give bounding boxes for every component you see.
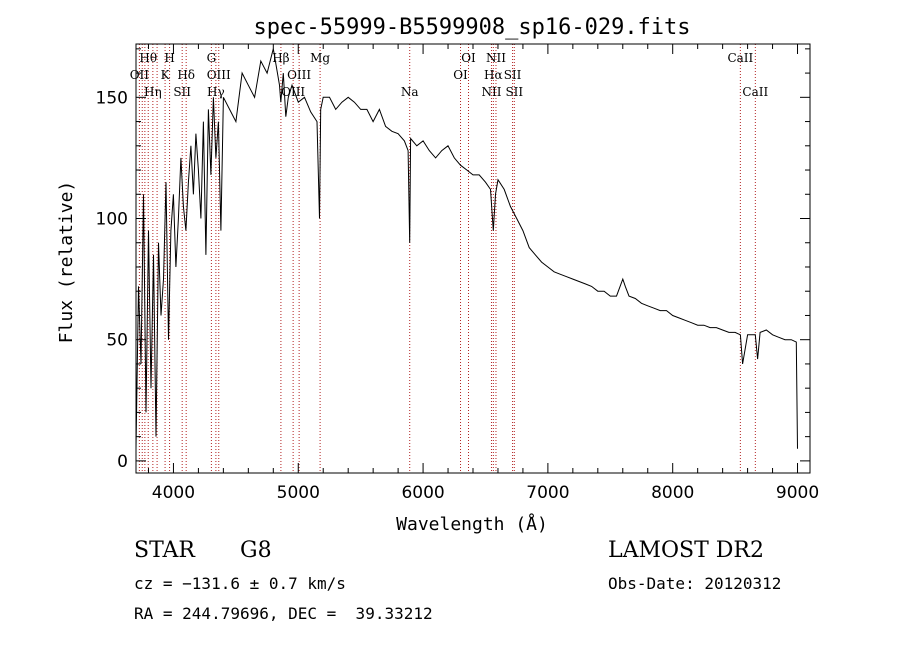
- line-label-11: Hγ: [207, 85, 225, 99]
- y-tick-label-50: 50: [106, 331, 128, 351]
- line-label-15: OIII: [287, 68, 311, 82]
- line-label-23: SII: [504, 68, 522, 82]
- y-tick-label-100: 100: [96, 210, 128, 230]
- line-label-10: G: [207, 51, 217, 65]
- line-label-13: Hβ: [272, 51, 289, 65]
- x-tick-label-4000: 4000: [152, 483, 195, 503]
- spectrum-line: [135, 48, 798, 449]
- line-label-16: Mg: [310, 51, 330, 65]
- axis-ticks: 4000 5000 6000 7000 8000 9000 0 50 100 150: [96, 44, 819, 503]
- object-subclass: G8: [240, 538, 272, 563]
- line-label-25: CaII: [727, 51, 753, 65]
- x-axis-label: Wavelength (Å): [396, 513, 548, 535]
- obs-date-text: Obs-Date: 20120312: [608, 574, 782, 593]
- x-tick-label-6000: 6000: [401, 483, 444, 503]
- line-label-12: OIII: [207, 68, 231, 82]
- line-label-26: CaII: [742, 85, 768, 99]
- x-tick-label-9000: 9000: [776, 483, 819, 503]
- line-label-20: NII: [481, 85, 501, 99]
- line-label-3: Hθ: [139, 51, 157, 65]
- survey-name: LAMOST DR2: [608, 538, 764, 563]
- y-tick-label-150: 150: [96, 88, 128, 108]
- line-label-22: NII: [486, 51, 506, 65]
- line-label-0: OII: [130, 68, 150, 82]
- object-class: STAR: [134, 538, 195, 563]
- x-tick-label-8000: 8000: [651, 483, 694, 503]
- spectral-line-labels: OII Hθ Hη KH SII Hδ G Hγ OIII Hβ OIII OIII Mg Na OI OI N…: [130, 51, 769, 99]
- x-tick-label-7000: 7000: [526, 483, 569, 503]
- spectral-line-markers: [138, 44, 756, 473]
- line-label-19: OI: [461, 51, 476, 65]
- x-tick-label-5000: 5000: [277, 483, 320, 503]
- y-axis-label: Flux (relative): [56, 181, 77, 344]
- line-label-18: OI: [453, 68, 468, 82]
- line-label-7: H: [164, 51, 174, 65]
- line-label-4: Hη: [144, 85, 162, 99]
- line-label-17: Na: [401, 85, 419, 99]
- line-label-14: OIII: [281, 85, 305, 99]
- y-tick-label-0: 0: [117, 452, 128, 472]
- line-label-24: SII: [505, 85, 523, 99]
- line-label-9: Hδ: [177, 68, 195, 82]
- chart-title: spec-55999-B5599908_sp16-029.fits: [253, 15, 690, 40]
- line-label-6: K: [161, 68, 171, 82]
- redshift-text: cz = −131.6 ± 0.7 km/s: [134, 574, 346, 593]
- coordinates-text: RA = 244.79696, DEC = 39.33212: [134, 604, 433, 623]
- line-label-21: Hα: [484, 68, 503, 82]
- line-label-8: SII: [173, 85, 191, 99]
